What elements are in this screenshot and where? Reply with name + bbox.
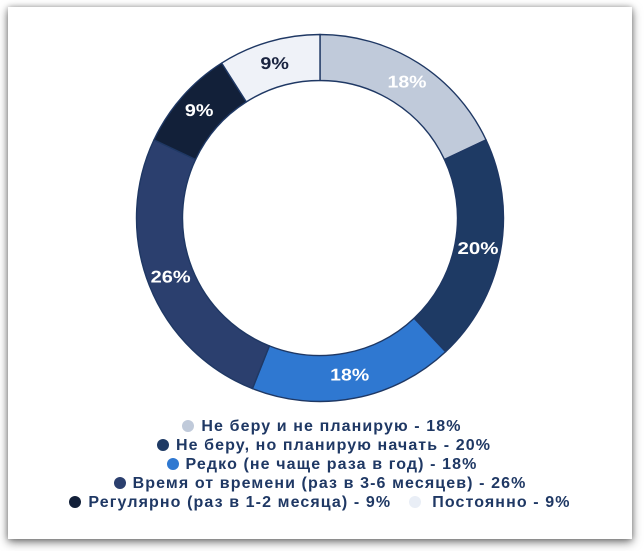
svg-text:18%: 18% [330, 366, 369, 385]
svg-text:18%: 18% [388, 73, 427, 92]
svg-text:9%: 9% [260, 54, 289, 73]
svg-text:20%: 20% [458, 239, 499, 258]
svg-text:26%: 26% [151, 268, 191, 287]
svg-text:9%: 9% [185, 101, 214, 120]
